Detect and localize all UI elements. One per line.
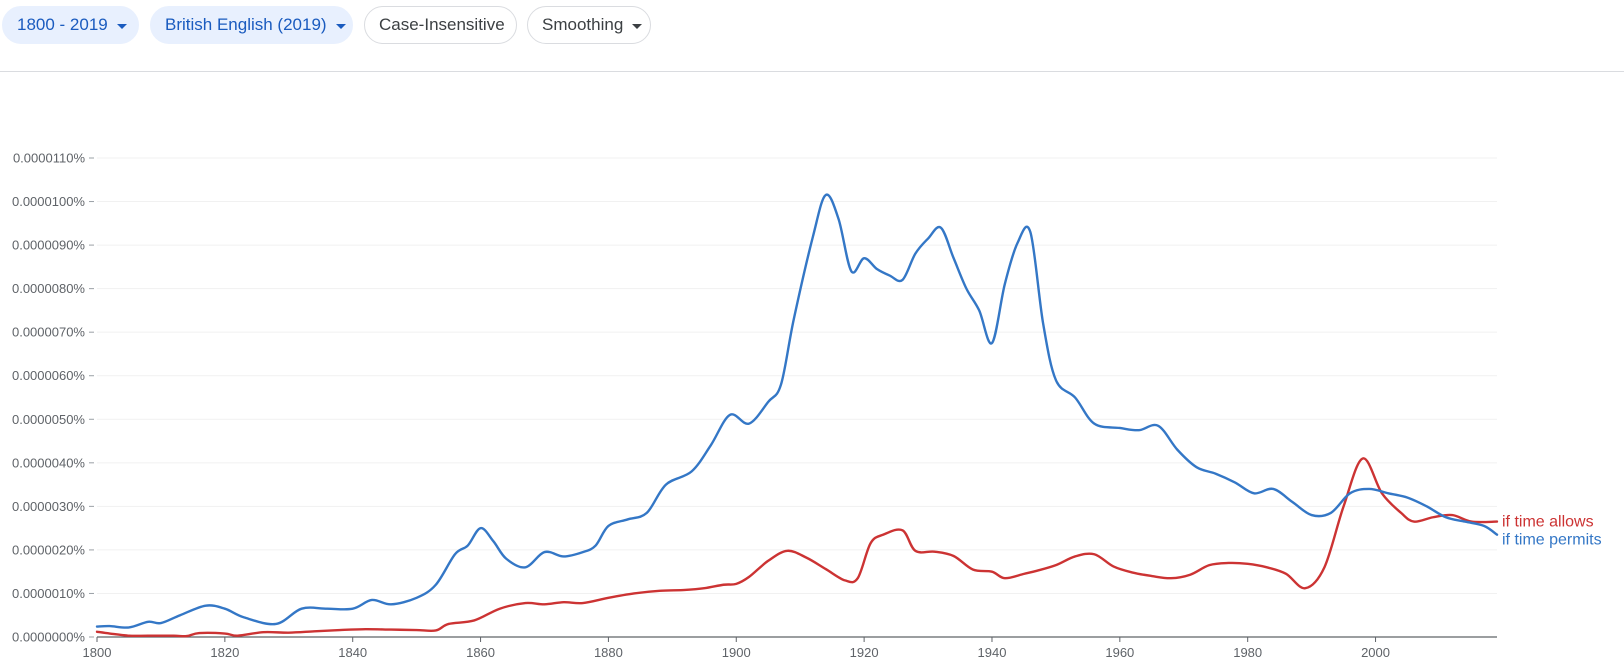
y-tick-label: 0.0000110% bbox=[13, 151, 85, 166]
x-tick-label: 2000 bbox=[1361, 645, 1390, 660]
smoothing-label: Smoothing bbox=[542, 15, 624, 34]
x-tick-label: 1960 bbox=[1105, 645, 1134, 660]
series-lines bbox=[95, 193, 1499, 638]
x-axis: 1800 1820 1840 1860 1880 1900 1920 1940 1960 1980… bbox=[83, 636, 1497, 660]
year-range-label: 1800 - 2019 bbox=[17, 15, 108, 34]
y-tick-label: 0.0000080% bbox=[12, 281, 85, 296]
y-axis: 0.0000000% 0.0000010% 0.0000020% 0.0000030%… bbox=[12, 151, 94, 645]
series-line-if-time-allows[interactable] bbox=[95, 457, 1499, 638]
series-label-if-time-permits[interactable]: if time permits bbox=[1502, 532, 1602, 549]
x-tick-label: 1880 bbox=[594, 645, 623, 660]
corpus-label: British English (2019) bbox=[165, 15, 327, 34]
case-insensitive-toggle[interactable]: Case-Insensitive bbox=[364, 6, 517, 44]
y-tick-label: 0.0000040% bbox=[12, 455, 85, 470]
x-tick-label: 1840 bbox=[338, 645, 367, 660]
y-tick-label: 0.0000070% bbox=[12, 325, 85, 340]
x-tick-label: 1940 bbox=[978, 645, 1007, 660]
series-line-if-time-permits[interactable] bbox=[95, 193, 1499, 629]
ngram-chart: 0.0000000% 0.0000010% 0.0000020% 0.0000030%… bbox=[12, 151, 1602, 661]
x-tick-label: 1820 bbox=[210, 645, 239, 660]
y-tick-label: 0.0000020% bbox=[12, 542, 85, 557]
y-tick-label: 0.0000060% bbox=[12, 368, 85, 383]
y-tick-label: 0.0000100% bbox=[12, 194, 85, 209]
series-label-if-time-allows[interactable]: if time allows bbox=[1502, 514, 1594, 531]
y-tick-label: 0.0000030% bbox=[12, 499, 85, 514]
x-tick-label: 1860 bbox=[466, 645, 495, 660]
y-tick-label: 0.0000000% bbox=[12, 630, 85, 645]
x-tick-label: 1920 bbox=[850, 645, 879, 660]
chevron-down-icon bbox=[335, 23, 346, 29]
grid-lines bbox=[97, 157, 1497, 594]
y-tick-label: 0.0000010% bbox=[12, 586, 85, 601]
chevron-down-icon bbox=[632, 23, 643, 29]
smoothing-dropdown[interactable]: Smoothing bbox=[527, 6, 651, 44]
x-tick-label: 1900 bbox=[722, 645, 751, 660]
chevron-down-icon bbox=[116, 23, 127, 29]
case-insensitive-label: Case-Insensitive bbox=[379, 15, 505, 34]
x-tick-label: 1980 bbox=[1233, 645, 1262, 660]
y-tick-label: 0.0000050% bbox=[12, 412, 85, 427]
year-range-dropdown[interactable]: 1800 - 2019 bbox=[2, 6, 139, 44]
x-tick-label: 1800 bbox=[83, 645, 112, 660]
corpus-dropdown[interactable]: British English (2019) bbox=[150, 6, 353, 44]
toolbar: 1800 - 2019 British English (2019) Case-… bbox=[0, 0, 1624, 72]
y-tick-label: 0.0000090% bbox=[12, 238, 85, 253]
